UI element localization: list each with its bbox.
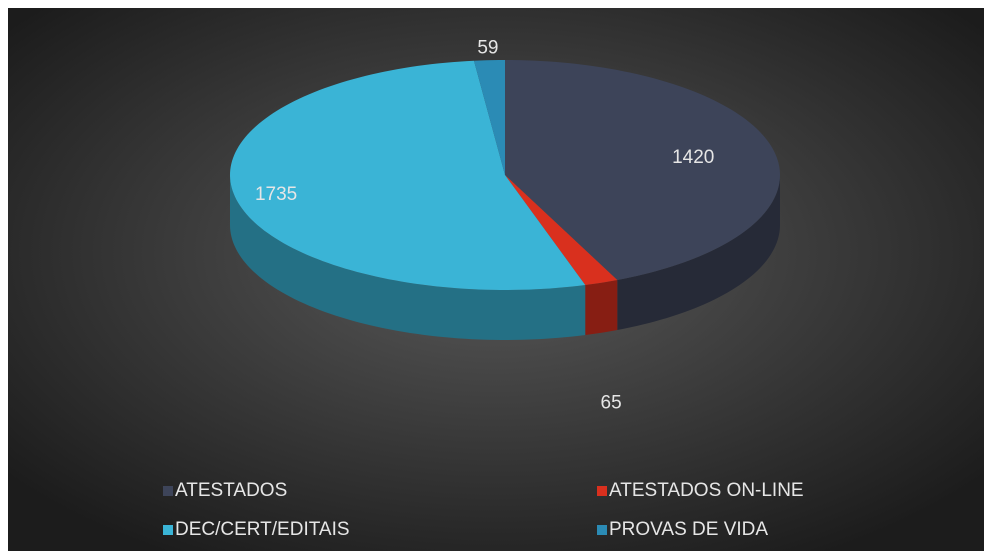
legend-label: DEC/CERT/EDITAIS <box>175 519 350 540</box>
slice <box>230 60 586 291</box>
slice <box>505 175 618 285</box>
slice-side <box>617 175 780 330</box>
legend-swatch <box>163 486 173 496</box>
slice-side <box>585 279 618 335</box>
data-label: 59 <box>477 38 498 59</box>
slice <box>473 60 505 175</box>
legend-swatch <box>597 525 607 535</box>
legend-swatch <box>597 486 607 496</box>
slice-side <box>230 175 586 340</box>
legend-label: ATESTADOS <box>175 480 287 501</box>
slice <box>505 60 780 280</box>
legend-label: ATESTADOS ON-LINE <box>609 480 804 501</box>
legend-swatch <box>163 525 173 535</box>
data-label: 1735 <box>255 184 297 205</box>
data-label: 65 <box>601 392 622 413</box>
data-label: 1420 <box>672 147 714 168</box>
legend-label: PROVAS DE VIDA <box>609 519 768 540</box>
